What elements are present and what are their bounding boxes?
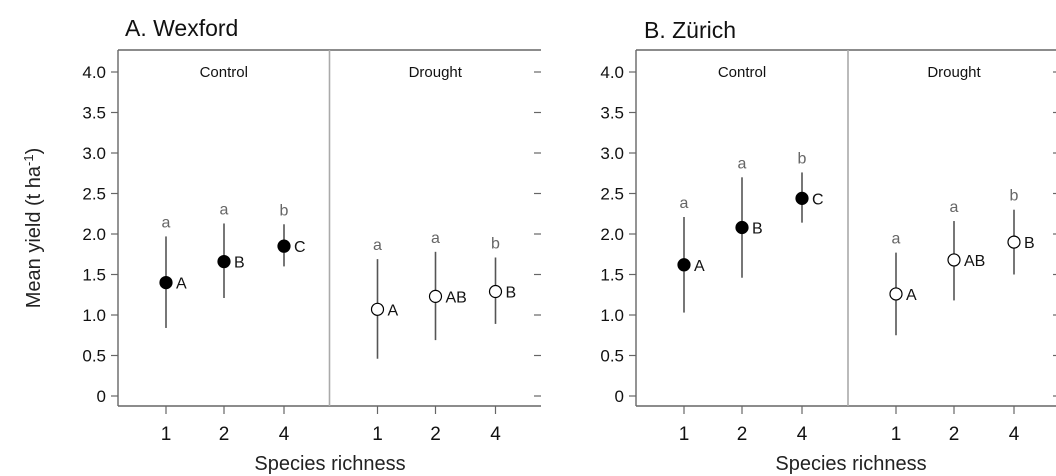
data-point bbox=[277, 239, 291, 253]
y-tick-label: 1.0 bbox=[600, 306, 624, 325]
facet-label: Control bbox=[200, 64, 248, 81]
significance-letter-upper: A bbox=[906, 287, 917, 304]
y-tick-label: 2.5 bbox=[600, 185, 624, 204]
significance-letter-lower: a bbox=[373, 237, 382, 254]
x-tick-label: 2 bbox=[430, 424, 441, 445]
y-tick-label: 2.5 bbox=[82, 185, 106, 204]
facet-label: Drought bbox=[409, 64, 463, 81]
significance-letter-upper: A bbox=[388, 302, 399, 319]
data-point bbox=[370, 302, 385, 316]
data-point bbox=[947, 253, 961, 267]
x-tick-label: 1 bbox=[161, 424, 172, 445]
significance-letter-upper: B bbox=[1024, 235, 1035, 252]
data-point bbox=[1007, 235, 1021, 249]
data-point bbox=[488, 284, 503, 299]
data-point bbox=[889, 287, 903, 301]
significance-letter-upper: A bbox=[176, 276, 187, 293]
data-point bbox=[428, 289, 443, 303]
y-tick-label: 0.5 bbox=[82, 347, 106, 366]
panel-title: A. Wexford bbox=[125, 15, 238, 41]
facet-label: Drought bbox=[927, 64, 981, 81]
y-tick-label: 3.0 bbox=[600, 144, 624, 163]
significance-letter-upper: AB bbox=[446, 289, 467, 306]
y-tick-label: 0 bbox=[615, 387, 624, 406]
significance-letter-lower: a bbox=[680, 195, 689, 212]
y-axis-title-part: ) bbox=[23, 148, 45, 155]
data-point bbox=[795, 191, 809, 205]
x-tick-label: 2 bbox=[219, 424, 230, 445]
significance-letter-lower: b bbox=[798, 150, 807, 167]
data-point bbox=[159, 276, 173, 290]
y-tick-label: 4.0 bbox=[82, 63, 106, 82]
x-tick-label: 1 bbox=[679, 424, 690, 445]
x-tick-label: 2 bbox=[737, 424, 748, 445]
data-point bbox=[735, 220, 749, 235]
y-tick-label: 1.0 bbox=[82, 306, 106, 325]
significance-letter-upper: B bbox=[234, 255, 245, 272]
x-axis-title: Species richness bbox=[775, 453, 926, 475]
y-tick-label: 2.0 bbox=[82, 225, 106, 244]
significance-letter-lower: b bbox=[1010, 188, 1019, 205]
x-tick-label: 2 bbox=[949, 424, 960, 445]
x-tick-label: 1 bbox=[372, 424, 383, 445]
significance-letter-lower: b bbox=[491, 235, 500, 252]
y-tick-label: 3.5 bbox=[600, 104, 624, 123]
y-axis-title: Mean yield (t ha-1) bbox=[21, 148, 46, 309]
y-tick-label: 4.0 bbox=[600, 63, 624, 82]
y-tick-label: 3.5 bbox=[82, 104, 106, 123]
y-axis-title-superscript: -1 bbox=[21, 154, 36, 166]
data-point bbox=[677, 258, 691, 272]
significance-letter-upper: B bbox=[506, 285, 517, 302]
significance-letter-lower: a bbox=[431, 230, 440, 247]
significance-letter-lower: a bbox=[950, 199, 959, 216]
y-tick-label: 1.5 bbox=[82, 266, 106, 285]
panel-title: B. Zürich bbox=[644, 17, 736, 43]
data-point bbox=[217, 254, 231, 269]
y-tick-label: 1.5 bbox=[600, 266, 624, 285]
x-tick-label: 4 bbox=[1009, 424, 1020, 445]
y-tick-label: 0 bbox=[97, 387, 106, 406]
y-tick-label: 0.5 bbox=[600, 347, 624, 366]
significance-letter-lower: a bbox=[220, 201, 229, 218]
significance-letter-lower: b bbox=[280, 202, 289, 219]
significance-letter-upper: A bbox=[694, 258, 705, 275]
x-tick-label: 4 bbox=[490, 424, 501, 445]
facet-label: Control bbox=[718, 64, 766, 81]
significance-letter-lower: a bbox=[162, 214, 171, 231]
y-axis-title-part: Mean yield (t ha bbox=[23, 165, 45, 308]
x-axis-title: Species richness bbox=[254, 453, 405, 475]
significance-letter-lower: a bbox=[738, 155, 747, 172]
y-tick-label: 3.0 bbox=[82, 144, 106, 163]
significance-letter-upper: AB bbox=[964, 253, 985, 270]
significance-letter-lower: a bbox=[892, 231, 901, 248]
x-tick-label: 4 bbox=[279, 424, 290, 445]
y-tick-label: 2.0 bbox=[600, 225, 624, 244]
x-tick-label: 1 bbox=[891, 424, 902, 445]
significance-letter-upper: B bbox=[752, 221, 763, 238]
x-tick-label: 4 bbox=[797, 424, 808, 445]
significance-letter-upper: C bbox=[294, 239, 306, 256]
significance-letter-upper: C bbox=[812, 191, 824, 208]
